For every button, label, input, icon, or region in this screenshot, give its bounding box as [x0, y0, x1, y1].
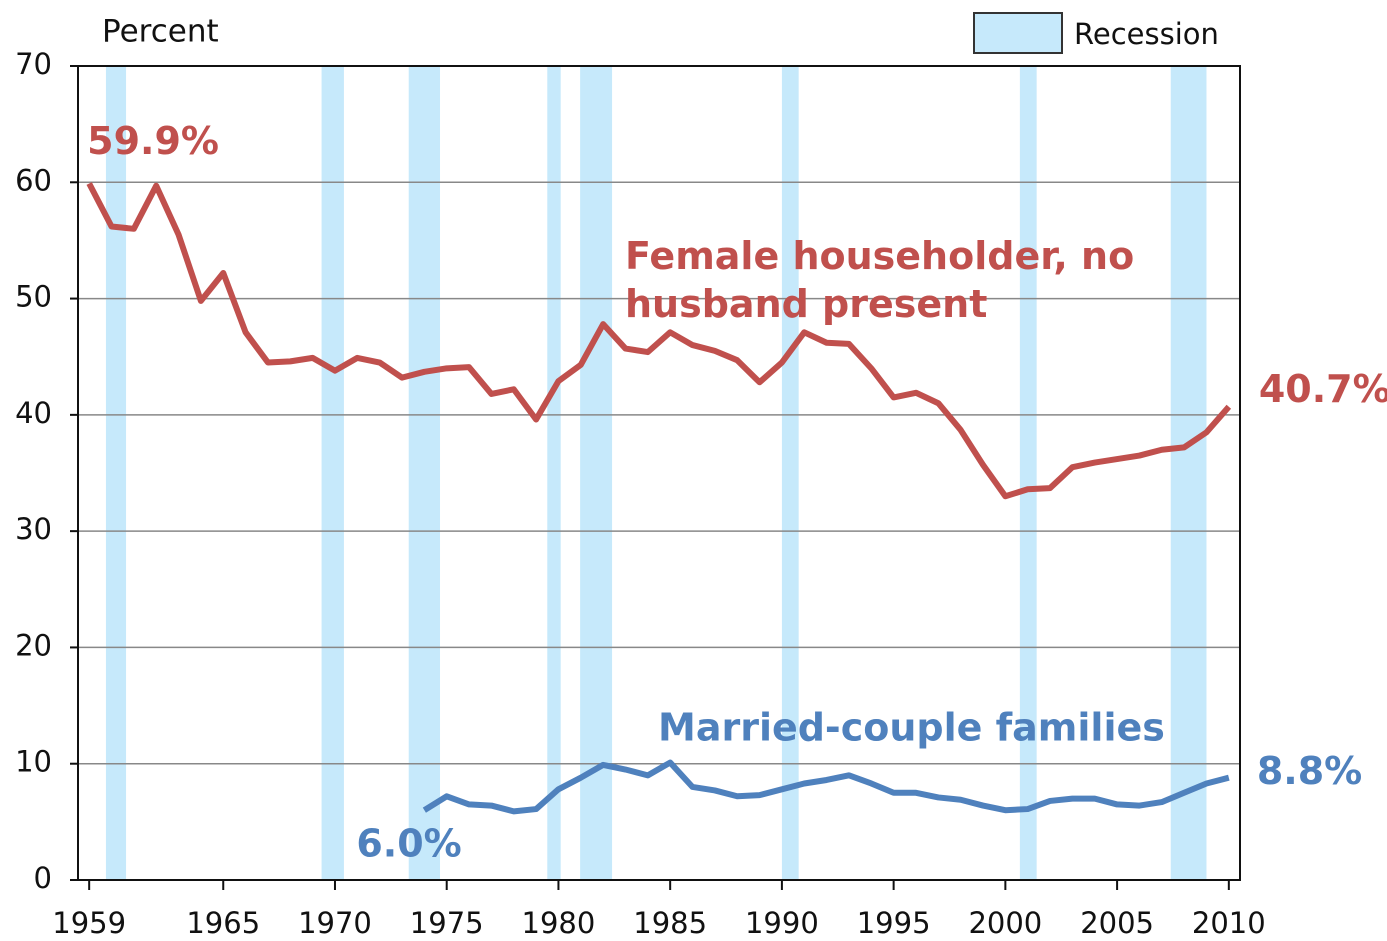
x-tick-label: 1975 — [410, 906, 484, 940]
x-tick-label: 1985 — [633, 906, 707, 940]
x-tick-label: 1980 — [522, 906, 596, 940]
x-tick-label: 1965 — [186, 906, 260, 940]
value-label: 40.7% — [1259, 367, 1387, 411]
y-tick-label: 60 — [15, 163, 52, 197]
y-axis-title: Percent — [102, 14, 219, 50]
x-tick-label: 1995 — [857, 906, 931, 940]
y-tick-label: 40 — [15, 396, 52, 430]
data-line — [424, 763, 1228, 812]
series-label: Female householder, nohusband present — [625, 234, 1134, 326]
recession-band — [547, 66, 560, 880]
data-line — [89, 183, 1229, 496]
y-tick-label: 10 — [15, 745, 52, 779]
x-tick-label: 2010 — [1192, 906, 1266, 940]
y-tick-label: 20 — [15, 628, 52, 662]
recession-band — [106, 66, 126, 880]
x-tick-label: 2005 — [1080, 906, 1154, 940]
y-tick-label: 50 — [15, 280, 52, 314]
y-tick-label: 70 — [15, 47, 52, 81]
x-tick-label: 1990 — [745, 906, 819, 940]
recession-band — [409, 66, 440, 880]
x-tick-label: 1970 — [298, 906, 372, 940]
recession-band — [1020, 66, 1037, 880]
legend-swatch — [974, 13, 1062, 53]
legend-label: Recession — [1074, 17, 1219, 51]
value-label: 8.8% — [1257, 749, 1362, 793]
y-tick-label: 0 — [34, 861, 52, 895]
x-tick-label: 2000 — [968, 906, 1042, 940]
x-tick-label: 1959 — [52, 906, 126, 940]
series-label: Married-couple families — [658, 706, 1165, 750]
value-label: 6.0% — [356, 822, 461, 866]
recession-band — [580, 66, 612, 880]
recession-band — [782, 66, 799, 880]
value-label: 59.9% — [87, 119, 219, 163]
recession-band — [1171, 66, 1207, 880]
recession-band — [322, 66, 344, 880]
y-tick-label: 30 — [15, 512, 52, 546]
